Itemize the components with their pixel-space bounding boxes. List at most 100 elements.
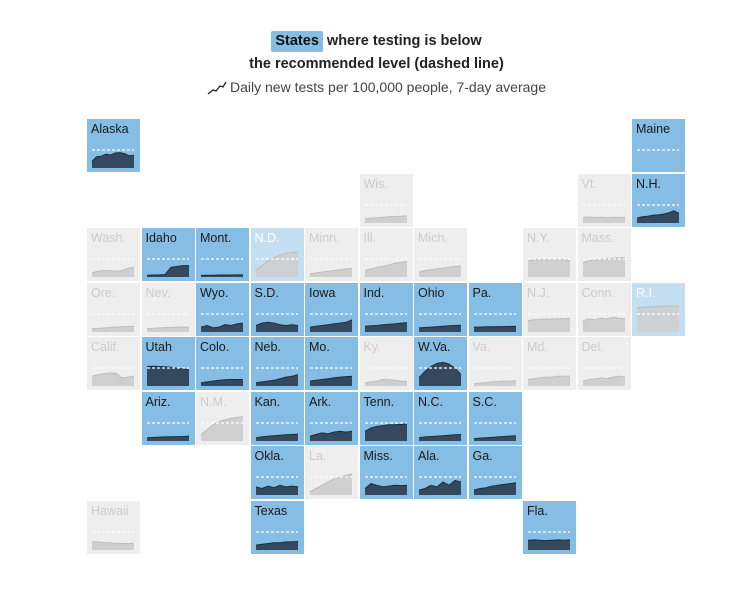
state-tile-w-va[interactable]: W.Va. <box>414 337 467 390</box>
state-tile-ohio[interactable]: Ohio <box>414 282 467 336</box>
state-tile-la[interactable]: La. <box>305 446 358 499</box>
state-tile-md[interactable]: Md. <box>523 337 576 390</box>
state-label: Alaska <box>91 122 129 136</box>
state-tile-maine[interactable]: Maine <box>632 119 685 172</box>
state-label: Md. <box>527 340 548 354</box>
sparkline-area <box>364 379 407 386</box>
state-tile-ark[interactable]: Ark. <box>305 391 358 445</box>
state-label: Colo. <box>200 340 230 354</box>
state-tile-mich[interactable]: Mich. <box>414 228 467 281</box>
state-tile-idaho[interactable]: Idaho <box>141 228 195 281</box>
state-tile-neb[interactable]: Neb. <box>250 337 304 390</box>
state-tile-hawaii[interactable]: Hawaii <box>87 500 140 554</box>
state-sparkline <box>146 312 189 332</box>
state-tile-nev[interactable]: Nev. <box>141 282 195 336</box>
state-sparkline <box>636 305 679 332</box>
state-tile-ind[interactable]: Ind. <box>359 282 413 336</box>
state-tile-del[interactable]: Del. <box>577 337 631 390</box>
sparkline-line <box>146 326 189 329</box>
state-tile-ala[interactable]: Ala. <box>414 446 467 499</box>
sparkline-area <box>201 379 243 386</box>
sparkline-area <box>255 485 298 495</box>
state-tile-ariz[interactable]: Ariz. <box>141 391 195 445</box>
state-tile-ill[interactable]: Ill. <box>359 228 413 281</box>
state-sparkline <box>473 476 516 495</box>
sparkline-line <box>582 316 625 321</box>
state-tile-wis[interactable]: Wis. <box>359 173 413 227</box>
state-tile-wash[interactable]: Wash. <box>87 228 140 281</box>
state-tile-ga[interactable]: Ga. <box>468 446 522 499</box>
state-tile-kan[interactable]: Kan. <box>250 391 304 445</box>
sparkline-line <box>364 483 407 489</box>
sparkline-area <box>310 319 352 332</box>
sparkline-area <box>582 376 625 386</box>
state-tile-pa[interactable]: Pa. <box>468 282 522 336</box>
state-tile-ore[interactable]: Ore. <box>87 282 140 336</box>
state-tile-n-m[interactable]: N.M. <box>196 391 249 445</box>
state-tile-texas[interactable]: Texas <box>250 500 304 554</box>
state-label: Ark. <box>309 394 332 409</box>
sparkline-line <box>146 265 189 276</box>
state-tile-mass[interactable]: Mass. <box>577 228 631 281</box>
state-tile-ky[interactable]: Ky. <box>359 337 413 390</box>
sparkline-line <box>636 209 680 219</box>
sparkline-area <box>364 423 407 441</box>
chart-legend: Daily new tests per 100,000 people, 7-da… <box>0 77 753 97</box>
state-tile-n-c[interactable]: N.C. <box>414 391 467 445</box>
sparkline-area <box>419 324 461 332</box>
state-sparkline <box>255 251 298 277</box>
state-label: Conn. <box>581 285 615 300</box>
state-sparkline <box>473 312 516 332</box>
state-tile-fla[interactable]: Fla. <box>523 500 576 554</box>
state-tile-alaska[interactable]: Alaska <box>87 119 140 172</box>
state-sparkline <box>255 530 298 550</box>
state-sparkline <box>200 415 244 441</box>
state-sparkline <box>200 367 243 386</box>
sparkline-line <box>255 540 298 546</box>
sparkline-area <box>310 473 352 495</box>
state-label: Okla. <box>254 449 284 463</box>
state-label: Ill. <box>363 231 377 245</box>
state-sparkline <box>637 149 679 151</box>
state-tile-tenn[interactable]: Tenn. <box>359 391 413 445</box>
state-sparkline <box>582 367 625 386</box>
state-sparkline <box>418 476 462 495</box>
state-tile-colo[interactable]: Colo. <box>196 337 249 390</box>
sparkline-line <box>255 433 298 438</box>
state-tile-conn[interactable]: Conn. <box>577 282 631 336</box>
sparkline-line <box>309 318 353 328</box>
state-tile-iowa[interactable]: Iowa <box>305 282 358 336</box>
state-sparkline <box>200 258 243 277</box>
sparkline-line <box>364 378 407 384</box>
state-tile-mont[interactable]: Mont. <box>196 228 249 281</box>
sparkline-area <box>637 210 679 223</box>
state-tile-miss[interactable]: Miss. <box>359 446 413 499</box>
state-label: Del. <box>581 340 604 354</box>
sparkline-area <box>364 215 407 223</box>
state-tile-vt[interactable]: Vt. <box>577 173 631 227</box>
state-tile-mo[interactable]: Mo. <box>305 337 358 390</box>
state-tile-n-d[interactable]: N.D. <box>250 228 304 281</box>
state-sparkline <box>92 530 135 550</box>
state-tile-n-j[interactable]: N.J. <box>523 282 576 336</box>
state-label: Ga. <box>472 449 493 463</box>
state-tile-va[interactable]: Va. <box>468 337 522 390</box>
state-tile-r-i[interactable]: R.I. <box>632 282 685 336</box>
state-label: Mo. <box>309 340 330 354</box>
state-tile-s-d[interactable]: S.D. <box>250 282 304 336</box>
legend-text: Daily new tests per 100,000 people, 7-da… <box>230 79 546 95</box>
state-tile-utah[interactable]: Utah <box>141 337 195 390</box>
state-label: N.C. <box>418 394 443 409</box>
state-tile-okla[interactable]: Okla. <box>250 446 304 499</box>
state-sparkline <box>146 258 189 277</box>
state-tile-n-y[interactable]: N.Y. <box>523 228 576 281</box>
state-tile-n-h[interactable]: N.H. <box>632 173 685 227</box>
chart-header: States where testing is below the recomm… <box>0 30 753 97</box>
state-tile-wyo[interactable]: Wyo. <box>196 282 249 336</box>
sparkline-area <box>419 266 461 277</box>
state-label: Tenn. <box>363 394 395 409</box>
state-tile-s-c[interactable]: S.C. <box>468 391 522 445</box>
state-tile-calif[interactable]: Calif. <box>87 337 140 390</box>
state-tile-minn[interactable]: Minn. <box>305 228 358 281</box>
sparkline-line <box>200 322 244 328</box>
